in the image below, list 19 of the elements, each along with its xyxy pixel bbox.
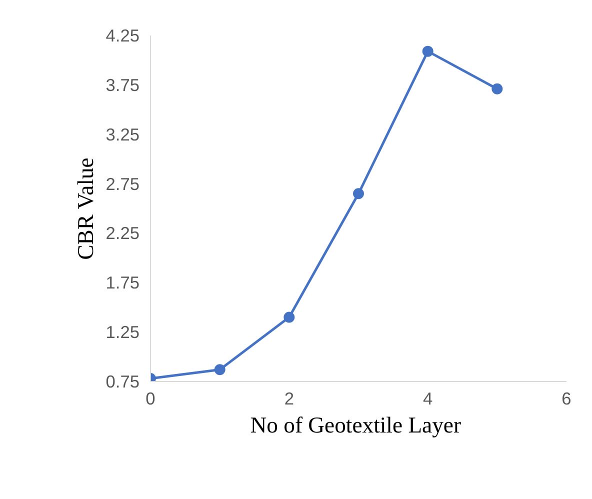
x-tick-label: 6	[562, 388, 572, 408]
x-tick-label: 4	[423, 388, 434, 408]
y-axis-title: CBR Value	[72, 158, 98, 260]
x-tick-label: 0	[146, 388, 156, 408]
point	[284, 312, 295, 323]
y-tick-label: 3.25	[106, 124, 140, 144]
point	[492, 83, 503, 94]
y-tick-label: 1.25	[106, 322, 140, 342]
x-axis-title: No of Geotextile Layer	[250, 412, 462, 438]
point	[422, 46, 434, 57]
y-tick-label: 4.25	[106, 26, 140, 46]
point	[214, 364, 226, 376]
x-tick-label: 2	[284, 388, 294, 408]
y-tick-label: 2.25	[106, 223, 140, 244]
y-tick-label: 1.75	[106, 272, 140, 293]
point	[353, 188, 364, 200]
y-tick-label: 0.75	[106, 372, 140, 392]
y-tick-label: 2.75	[106, 174, 140, 194]
y-tick-label: 3.75	[106, 74, 140, 95]
